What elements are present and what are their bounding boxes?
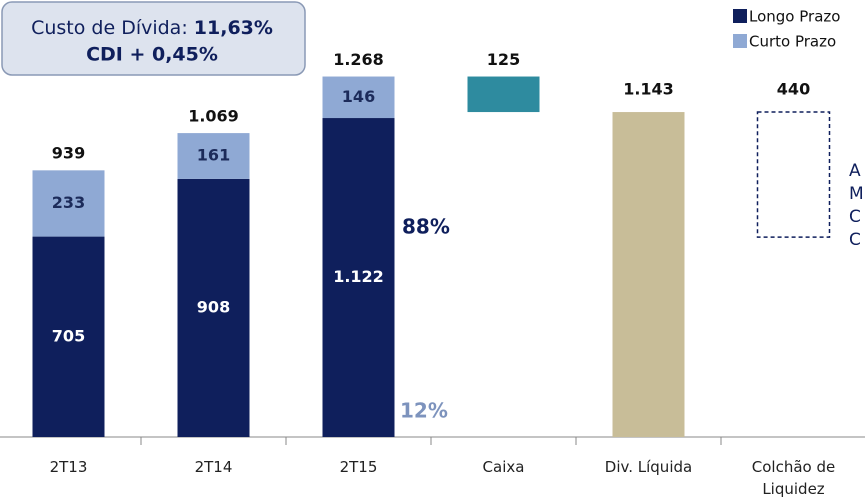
- side-note: C: [849, 230, 861, 250]
- bar-segment: [177, 133, 250, 179]
- x-tick-label: Div. Líquida: [604, 458, 693, 476]
- title-rate: 11,63%: [194, 17, 273, 39]
- legend-swatch: [733, 9, 747, 23]
- title-line: Custo de Dívida: 11,63%: [31, 17, 273, 39]
- total-label: 1.069: [188, 107, 239, 126]
- legend-swatch: [733, 34, 747, 48]
- legend-label: Curto Prazo: [749, 33, 836, 51]
- total-label: 939: [52, 144, 85, 163]
- div-liquida-bar: [612, 112, 685, 437]
- share-label: 12%: [400, 399, 448, 423]
- side-note: C: [849, 207, 861, 227]
- bar-segment: [322, 118, 395, 437]
- segment-label: 233: [52, 193, 85, 212]
- bar-segment: [177, 178, 250, 437]
- segment-label: 146: [342, 87, 375, 106]
- segment-label: 161: [197, 145, 230, 164]
- div-liquida-label: 1.143: [623, 80, 674, 99]
- title-spread: CDI + 0,45%: [86, 44, 218, 66]
- x-tick-label: Caixa: [482, 458, 525, 476]
- caixa-bar: [467, 76, 540, 113]
- side-note: A: [849, 161, 861, 181]
- title-label: Custo de Dívida:: [31, 17, 188, 39]
- colchao-box: [756, 111, 831, 238]
- x-tick-label: 2T13: [49, 458, 88, 476]
- x-tick-label: Colchão de Liquidez: [751, 458, 836, 498]
- legend-label: Longo Prazo: [749, 8, 840, 26]
- colchao-label: 440: [777, 80, 810, 99]
- x-tick-label: 2T14: [194, 458, 233, 476]
- bar-segment: [322, 76, 395, 119]
- side-note: M: [849, 184, 864, 204]
- bar-segment: [32, 170, 105, 237]
- x-tick-label: 2T15: [339, 458, 378, 476]
- segment-label: 705: [52, 326, 85, 345]
- bar-segment: [32, 236, 105, 437]
- segment-label: 1.122: [333, 267, 384, 286]
- caixa-label: 125: [487, 50, 520, 69]
- segment-label: 908: [197, 297, 230, 316]
- total-label: 1.268: [333, 50, 384, 69]
- title-box: [1, 1, 306, 76]
- share-label: 88%: [402, 215, 450, 239]
